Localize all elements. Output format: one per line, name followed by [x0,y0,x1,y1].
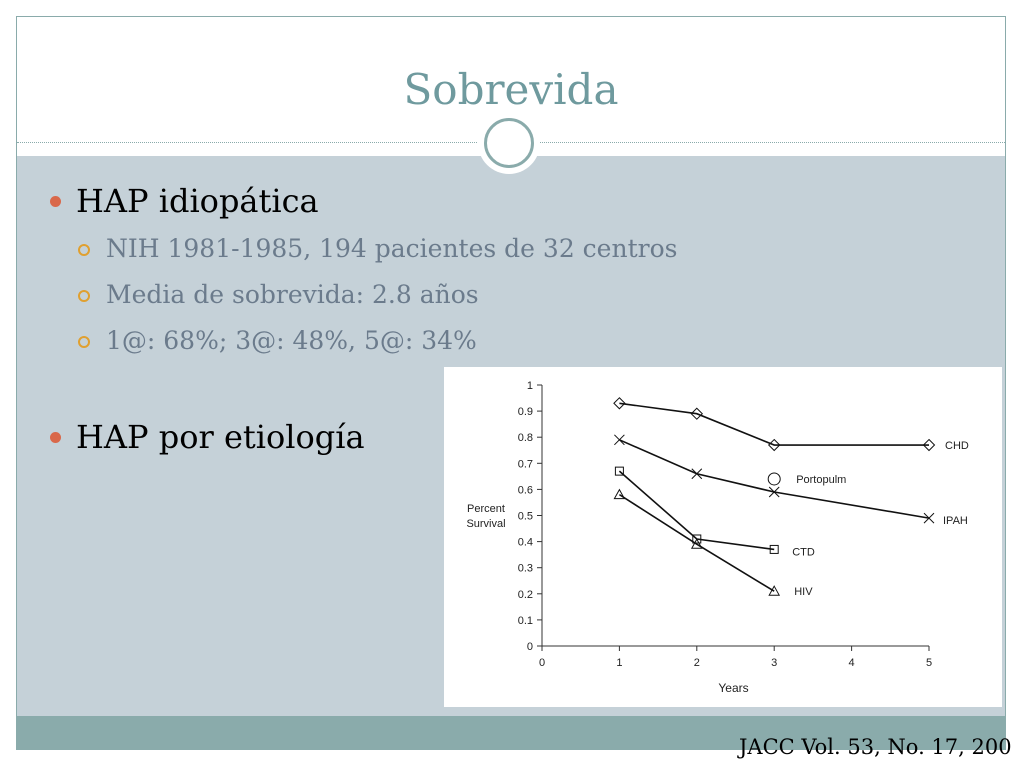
y-tick-label: 0.2 [518,589,533,601]
chart-svg: 0 0.1 0.2 0.3 0.4 0.5 0.6 0.7 0.8 0.9 1 0 1 2 3 4 5 Years… [466,380,969,695]
x-marker [691,468,703,480]
y-tick-label: 0.7 [518,458,533,470]
x-tick-label: 3 [771,657,777,669]
survival-chart: 0 0.1 0.2 0.3 0.4 0.5 0.6 0.7 0.8 0.9 1 0 1 2 3 4 5 Years… [444,367,1002,707]
x-marker [923,512,935,524]
x-marker [614,434,625,446]
x-tick-label: 0 [539,657,545,669]
square-marker [769,544,779,554]
diamond-marker [767,438,781,452]
series-label-chd: CHD [945,440,969,452]
diamond-marker [922,438,936,452]
sub-bullet-item: Media de sobrevida: 2.8 años [106,280,479,309]
bullet-item: HAP por etiología [76,418,365,456]
y-tick-label: 0.6 [518,484,533,496]
bullet-dot-icon [50,432,61,443]
x-tick-label: 5 [926,657,932,669]
y-tick-label: 1 [527,380,533,392]
series-label-ctd: CTD [792,546,815,558]
y-tick-label: 0.9 [518,406,533,418]
sub-bullet-item: NIH 1981-1985, 194 pacientes de 32 centr… [106,234,678,263]
sub-bullet-ring-icon [78,336,90,348]
sub-bullet-item: 1@: 68%; 3@: 48%, 5@: 34% [106,326,477,355]
y-tick-label: 0.3 [518,563,533,575]
bullet-item: HAP idiopática [76,182,319,220]
series-line-ipah [619,439,930,519]
circle-ornament-icon [478,112,540,174]
bullet-dot-icon [50,196,61,207]
sub-bullet-ring-icon [78,290,90,302]
y-tick-label: 0.1 [518,615,533,627]
triangle-marker [768,585,781,596]
square-marker [614,466,624,476]
series-label-portopulm: Portopulm [796,474,846,486]
x-axis-label: Years [718,681,748,695]
sub-bullet-ring-icon [78,244,90,256]
y-axis-label: Percent Survival [466,503,505,530]
square-marker [692,534,702,544]
x-tick-label: 4 [849,657,855,669]
triangle-marker [690,538,703,549]
series-label-ipah: IPAH [943,515,968,527]
series-label-hiv: HIV [794,586,813,598]
y-tick-label: 0 [527,641,533,653]
x-marker [768,486,780,498]
footer-bar [17,716,1005,749]
y-tick-label: 0.8 [518,432,533,444]
diamond-marker [690,407,704,420]
ornament-ring [484,118,534,168]
slide-title: Sobrevida [403,65,619,114]
series-line-chd [619,402,929,446]
diamond-marker [613,397,626,410]
x-tick-label: 2 [694,657,700,669]
y-tick-label: 0.4 [518,537,533,549]
circle-marker [767,472,781,486]
y-tick-label: 0.5 [518,511,533,523]
x-tick-label: 1 [616,657,622,669]
citation: JACC Vol. 53, No. 17, 200 [739,735,1012,759]
series-line-hiv [618,493,775,592]
triangle-marker [613,488,626,500]
